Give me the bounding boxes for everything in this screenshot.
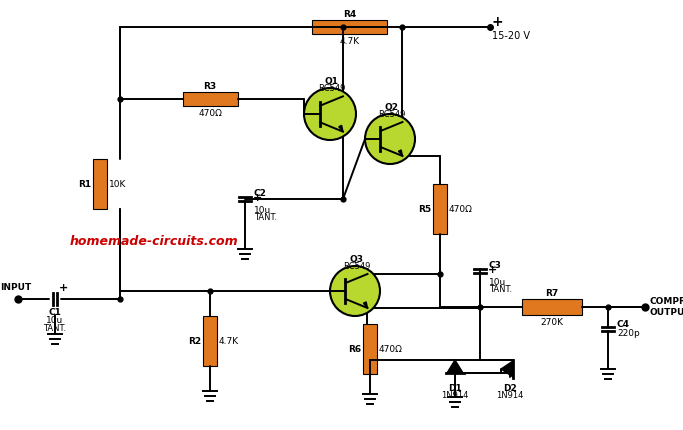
Text: 10K: 10K bbox=[109, 180, 126, 189]
Text: TANT.: TANT. bbox=[489, 284, 512, 293]
Text: D2: D2 bbox=[503, 383, 517, 392]
Text: R7: R7 bbox=[545, 289, 559, 297]
Text: 1N914: 1N914 bbox=[441, 390, 469, 399]
Text: 470Ω: 470Ω bbox=[449, 205, 473, 214]
Text: +: + bbox=[59, 283, 68, 292]
Text: C4: C4 bbox=[617, 320, 630, 329]
Bar bbox=[313, 21, 387, 35]
Text: +: + bbox=[253, 193, 262, 203]
Text: R3: R3 bbox=[204, 82, 217, 91]
Text: 470Ω: 470Ω bbox=[379, 345, 403, 354]
Bar bbox=[433, 184, 447, 234]
Text: 1N914: 1N914 bbox=[497, 390, 524, 399]
Polygon shape bbox=[501, 361, 513, 377]
Bar bbox=[522, 299, 582, 315]
Text: R4: R4 bbox=[344, 10, 357, 19]
Bar bbox=[203, 316, 217, 366]
Text: 15-20 V: 15-20 V bbox=[492, 31, 530, 41]
Text: 4.7K: 4.7K bbox=[219, 337, 239, 346]
Text: TANT.: TANT. bbox=[254, 212, 277, 221]
Polygon shape bbox=[447, 360, 463, 373]
Text: R1: R1 bbox=[78, 180, 91, 189]
Text: C1: C1 bbox=[48, 307, 61, 316]
Polygon shape bbox=[398, 150, 402, 157]
Text: COMPRESSED: COMPRESSED bbox=[650, 297, 683, 306]
Text: 4.7K: 4.7K bbox=[340, 37, 360, 46]
Polygon shape bbox=[339, 126, 343, 132]
Circle shape bbox=[330, 266, 380, 316]
Text: homemade-circuits.com: homemade-circuits.com bbox=[70, 235, 238, 248]
Bar bbox=[93, 160, 107, 209]
Text: OUTPUT: OUTPUT bbox=[650, 308, 683, 317]
Text: Q2: Q2 bbox=[385, 103, 399, 112]
Text: +: + bbox=[492, 15, 503, 29]
Circle shape bbox=[304, 89, 356, 141]
Text: D1: D1 bbox=[448, 383, 462, 392]
Text: 10u: 10u bbox=[46, 315, 64, 324]
Text: R2: R2 bbox=[188, 337, 201, 346]
Text: 270K: 270K bbox=[540, 317, 563, 326]
Text: R5: R5 bbox=[418, 205, 431, 214]
Text: BC549: BC549 bbox=[344, 261, 371, 270]
Circle shape bbox=[365, 115, 415, 165]
Polygon shape bbox=[363, 302, 367, 308]
Text: Q1: Q1 bbox=[325, 77, 339, 86]
Text: 10u: 10u bbox=[254, 206, 271, 215]
Text: INPUT: INPUT bbox=[1, 283, 31, 291]
Text: 470Ω: 470Ω bbox=[198, 109, 222, 118]
Text: BC549: BC549 bbox=[318, 84, 346, 93]
Text: TANT.: TANT. bbox=[44, 323, 66, 332]
Text: C2: C2 bbox=[254, 189, 267, 197]
Bar bbox=[182, 93, 238, 107]
Text: C3: C3 bbox=[489, 261, 502, 269]
Text: +: + bbox=[488, 264, 497, 274]
Text: 220p: 220p bbox=[617, 329, 640, 338]
Bar bbox=[363, 324, 377, 374]
Text: R6: R6 bbox=[348, 345, 361, 354]
Text: 10u: 10u bbox=[489, 277, 506, 286]
Text: Q3: Q3 bbox=[350, 255, 364, 264]
Text: BC549: BC549 bbox=[378, 110, 406, 119]
